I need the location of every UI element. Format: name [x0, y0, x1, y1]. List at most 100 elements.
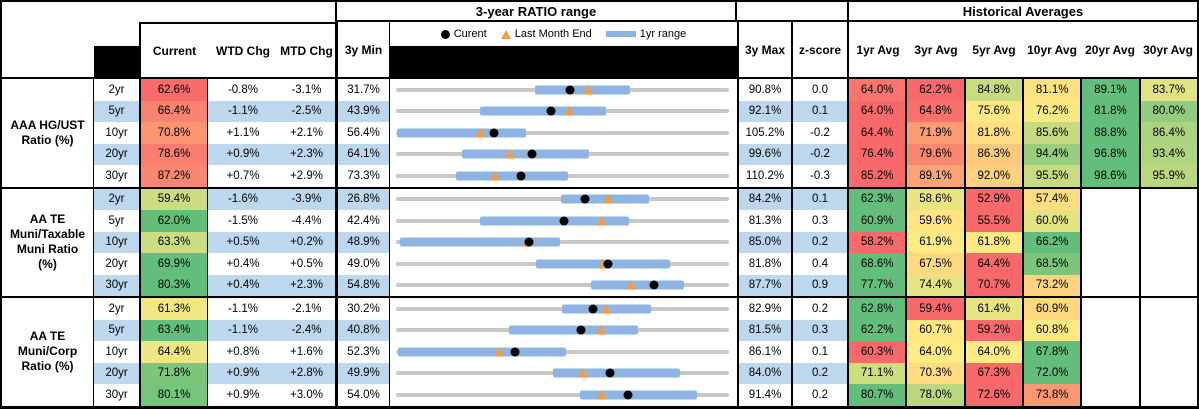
range-chart: [396, 298, 729, 320]
avg-cell: 81.1%: [1022, 79, 1082, 101]
avg-cell: [1139, 274, 1197, 297]
col-header-10yr-avg: 10yr Avg: [1027, 42, 1077, 57]
current-cell: 71.8%: [139, 362, 208, 385]
last-month-triangle: [596, 215, 607, 226]
row-group-rows: 2yr 59.4% -1.6% -3.9% 26.8% 84.2% 0.1 62.3% 58.6…: [94, 188, 1197, 297]
range-track-3y: [396, 392, 729, 397]
data-row: 10yr 64.4% +0.8% +1.6% 52.3% 86.1% 0.1 60.3% 64.…: [94, 341, 1197, 363]
avg-cell: 62.2%: [906, 79, 965, 101]
mtd-chg-cell: -3.9%: [278, 188, 335, 211]
avg-cell: [1139, 253, 1197, 275]
chart-cell: [389, 341, 737, 363]
mtd-chg-cell: +2.3%: [278, 274, 335, 297]
z-score-cell: 0.4: [791, 253, 847, 275]
z-score-cell: 0.0: [791, 79, 847, 101]
min-3y-cell: 42.4%: [335, 210, 389, 232]
avg-cell: [1081, 274, 1140, 297]
group-label-header-spacer: [2, 22, 94, 77]
avg-cell: 81.8%: [1081, 100, 1140, 123]
chart-cell: [389, 253, 737, 275]
banner-row: 3-year RATIO range Historical Averages: [2, 2, 1197, 22]
tenor-cell: 30yr: [105, 388, 128, 401]
max-3y-cell: 110.2%: [737, 165, 791, 187]
z-score-cell: 0.9: [791, 274, 847, 297]
last-month-triangle: [577, 368, 588, 379]
tenor-cell: 30yr: [105, 169, 128, 182]
data-row: 2yr 62.6% -0.8% -3.1% 31.7% 90.8% 0.0 64.0% 62.2…: [94, 79, 1197, 101]
avg-cell: 89.1%: [1081, 79, 1140, 101]
range-bar-1yr: [456, 171, 569, 181]
mtd-chg-cell: -2.5%: [278, 100, 335, 123]
avg-cell: 67.5%: [906, 253, 965, 275]
data-row: 10yr 70.8% +1.1% +2.1% 56.4% 105.2% -0.2 64.4% 7…: [94, 122, 1197, 144]
chart-cell: [389, 274, 737, 297]
tenor-cell: 20yr: [94, 362, 139, 385]
min-3y-cell: 73.3%: [335, 165, 389, 187]
range-chart: [396, 253, 729, 275]
min-3y-cell: 31.7%: [335, 79, 389, 101]
current-dot: [623, 390, 633, 400]
current-cell: 69.9%: [139, 253, 208, 275]
tenor-cell: 5yr: [108, 214, 125, 227]
range-bar-1yr: [399, 237, 561, 247]
wtd-chg-cell: +0.9%: [208, 143, 278, 166]
col-header-mtd-chg: MTD Chg: [278, 22, 335, 77]
max-3y-cell: 90.8%: [737, 79, 791, 101]
mtd-chg-cell: +0.5%: [290, 257, 323, 270]
wtd-chg-cell: -1.6%: [208, 188, 278, 211]
chart-cell: [389, 384, 737, 406]
chart-header-cell: Curent Last Month End 1yr range: [389, 22, 737, 77]
row-group-label: AA TE Muni/Taxable Muni Ratio (%): [2, 188, 94, 297]
column-header-row: Current WTD Chg MTD Chg 3y Min Curent La…: [2, 22, 1197, 77]
last-month-triangle: [563, 105, 574, 116]
avg-cell: 75.6%: [964, 100, 1023, 123]
banner-left-spacer: [2, 2, 335, 22]
avg-cell: 81.8%: [964, 122, 1023, 144]
row-group: AA TE Muni/Corp Ratio (%) 2yr 61.3% -1.1% -2…: [2, 296, 1197, 406]
avg-cell: 89.1%: [906, 165, 965, 187]
last-month-triangle-icon: [500, 29, 511, 39]
current-cell: 87.2%: [139, 165, 208, 187]
avg-cell: 67.3%: [964, 362, 1023, 385]
tenor-cell: 10yr: [94, 231, 139, 254]
row-group-label: AAA HG/UST Ratio (%): [2, 79, 94, 187]
avg-cell: [1081, 210, 1140, 232]
avg-cell: [1139, 298, 1197, 320]
data-row: 5yr 62.0% -1.5% -4.4% 42.4% 81.3% 0.3 60.9% 59.6…: [94, 210, 1197, 232]
data-row: 30yr 80.3% +0.4% +2.3% 54.8% 87.7% 0.9 77.7% 74.…: [94, 274, 1197, 297]
avg-cell: [1081, 188, 1140, 211]
min-3y-cell: 49.0%: [335, 253, 389, 275]
tenor-header-black-cell: [94, 46, 139, 77]
mtd-chg-cell: +1.6%: [290, 345, 323, 358]
max-3y-cell: 81.3%: [737, 210, 791, 232]
avg-cell: 77.7%: [847, 274, 907, 297]
range-bar-1yr: [553, 368, 681, 378]
avg-cell: 59.4%: [906, 298, 965, 320]
min-3y-cell: 48.9%: [335, 231, 389, 254]
data-row: 5yr 63.4% -1.1% -2.4% 40.8% 81.5% 0.3 62.2% 60.7…: [94, 319, 1197, 342]
avg-cell: 66.2%: [1022, 231, 1082, 254]
avg-cell: 93.4%: [1139, 143, 1197, 166]
chart-legend: Curent Last Month End 1yr range: [390, 22, 737, 46]
chart-cell: [389, 231, 737, 254]
range-bar-1yr: [534, 85, 630, 95]
row-group-label: AA TE Muni/Corp Ratio (%): [2, 298, 94, 406]
legend-current-label: Curent: [453, 28, 487, 40]
avg-cell: 52.9%: [964, 188, 1023, 211]
max-3y-cell: 91.4%: [737, 384, 791, 406]
chart-cell: [389, 319, 737, 342]
avg-cell: 60.9%: [1022, 298, 1082, 320]
data-row: 2yr 61.3% -1.1% -2.1% 30.2% 82.9% 0.2 62.8% 59.4…: [94, 298, 1197, 320]
range-bar-1yr: [479, 216, 629, 226]
z-score-cell: 0.2: [791, 362, 847, 385]
range-bar-1yr: [580, 390, 697, 400]
wtd-chg-cell: -1.1%: [208, 319, 278, 342]
chart-cell: [389, 165, 737, 187]
range-bar-1yr: [397, 347, 567, 357]
legend-range-label: 1yr range: [639, 28, 687, 40]
avg-cell: 71.1%: [847, 362, 907, 385]
avg-cell: [1139, 384, 1197, 406]
mtd-chg-cell: +2.9%: [290, 169, 323, 182]
current-dot: [510, 347, 520, 357]
range-bar-1yr: [591, 280, 685, 290]
